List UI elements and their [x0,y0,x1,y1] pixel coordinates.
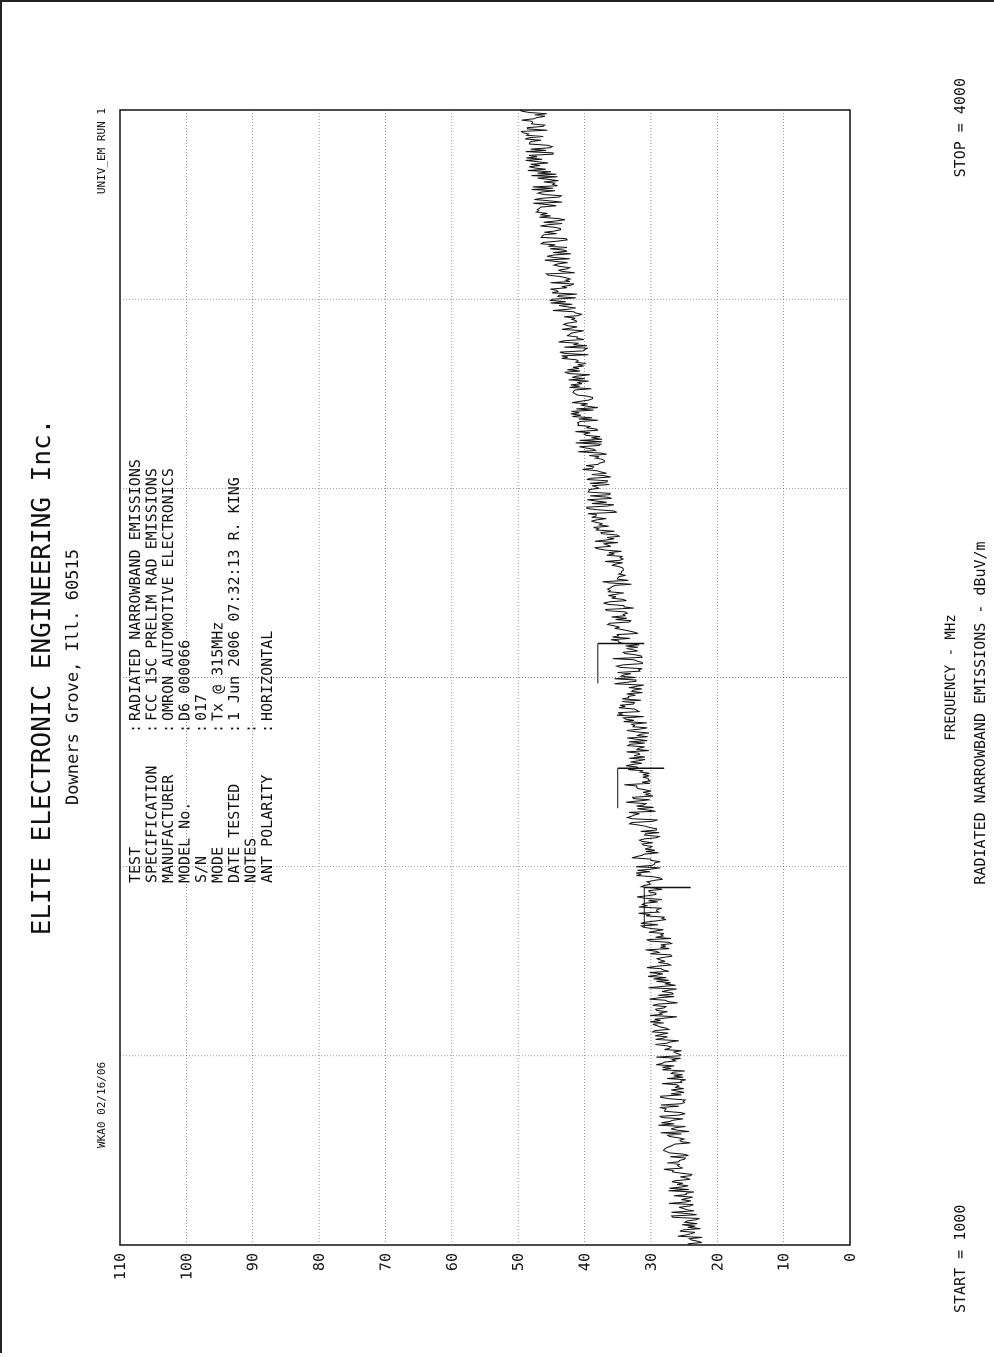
info-separator: : [176,724,194,733]
emission-trace [519,109,703,1246]
company-location: Downers Grove, Ill. 60515 [63,549,83,805]
y-tick-label: 70 [376,1253,394,1271]
info-separator: : [242,724,260,733]
info-value: RADIATED NARROWBAND EMISSIONS [126,459,144,721]
y-tick-label: 50 [509,1253,527,1271]
start-label: START = 1000 [951,1205,969,1313]
info-value: FCC 15C PRELIM RAD EMISSIONS [143,468,161,721]
info-separator: : [159,724,177,733]
page-border-left [0,0,2,1353]
info-separator: : [126,724,144,733]
info-value: HORIZONTAL [258,631,276,721]
y-axis-label: RADIATED NARROWBAND EMISSIONS - dBuV/m [971,541,989,884]
y-tick-label: 80 [310,1253,328,1271]
test-info-block: TEST: RADIATED NARROWBAND EMISSIONS SPECIF… [126,459,276,883]
y-tick-label: 20 [708,1253,726,1271]
y-tick-label: 10 [775,1253,793,1271]
info-value: OMRON AUTOMOTIVE ELECTRONICS [159,468,177,721]
info-label: DATE TESTED [225,784,243,883]
info-label: S/N [192,856,210,883]
y-tick-label: 40 [576,1253,594,1271]
info-separator: : [258,724,276,733]
plot-grid [120,110,850,1245]
info-separator: : [209,724,227,733]
info-label: ANT POLARITY [258,775,276,883]
emission-trace-line [519,109,703,1246]
info-value: Tx @ 315MHz [209,622,227,721]
info-label: TEST [126,847,144,883]
info-separator: : [192,724,210,733]
stop-label: STOP = 4000 [951,78,969,177]
right-code: UNIV_EM RUN 1 [95,108,108,194]
y-tick-label: 90 [244,1253,262,1271]
y-tick-label: 100 [177,1253,195,1280]
info-value: D6 000066 [176,640,194,721]
company-title: ELITE ELECTRONIC ENGINEERING Inc. [27,419,57,936]
y-tick-labels: 0 10 20 30 40 50 60 70 80 90 100 110 [111,1253,859,1280]
info-separator: : [143,724,161,733]
info-label: NOTES [242,838,260,883]
info-value: 1 Jun 2006 07:32:13 R. KING [225,477,243,721]
y-tick-label: 30 [642,1253,660,1271]
y-tick-label: 0 [841,1253,859,1262]
y-tick-label: 60 [443,1253,461,1271]
y-tick-label: 110 [111,1253,129,1280]
left-code: WKA0 02/16/06 [95,1062,108,1148]
page-border-top [0,0,994,2]
info-separator: : [225,724,243,733]
info-label: MANUFACTURER [159,774,177,883]
info-value: 017 [192,694,210,721]
info-label: MODE [209,847,227,883]
info-label: MODEL No. [176,802,194,883]
info-label: SPECIFICATION [143,766,161,883]
x-axis-label: FREQUENCY - MHz [943,614,959,740]
